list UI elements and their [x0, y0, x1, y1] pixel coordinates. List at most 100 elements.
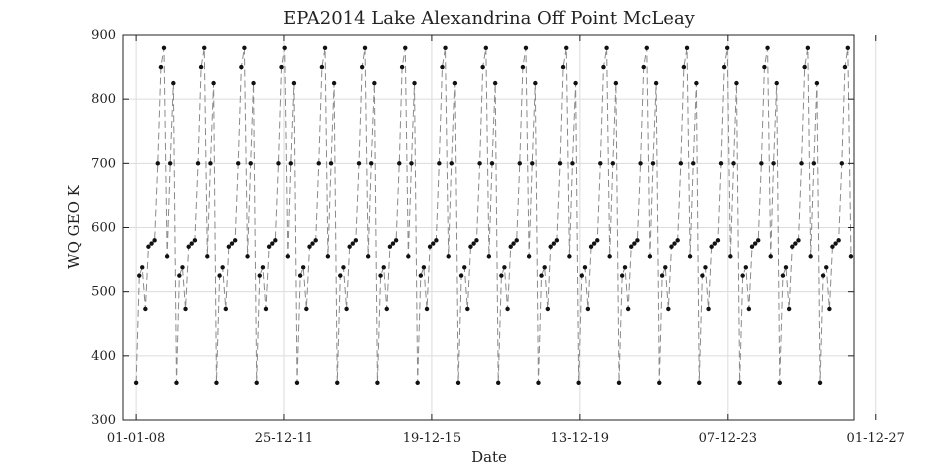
data-point: [300, 265, 306, 270]
data-point: [659, 273, 665, 278]
data-point: [845, 45, 850, 51]
data-point: [369, 161, 374, 166]
data-point: [759, 161, 764, 166]
data-point: [731, 161, 736, 166]
data-point: [526, 254, 532, 259]
data-point: [397, 161, 402, 166]
axis-ticks: 300 400 500 600 700 800 900 01-01-08 25-12-11 19-…: [91, 28, 905, 446]
y-tick-label: 800: [91, 92, 116, 107]
data-point: [551, 241, 557, 246]
data-point: [669, 244, 674, 249]
data-point: [790, 244, 795, 249]
data-point: [824, 265, 829, 270]
data-point: [743, 265, 749, 270]
data-point: [780, 273, 786, 278]
data-point: [226, 244, 232, 249]
data-point: [220, 265, 225, 270]
data-point: [607, 254, 612, 259]
data-point: [508, 244, 513, 249]
data-point: [276, 161, 281, 166]
data-point: [270, 241, 275, 246]
data-point: [715, 238, 721, 243]
data-point: [595, 238, 600, 243]
data-point: [799, 161, 804, 166]
data-point: [610, 161, 616, 166]
data-point: [177, 273, 182, 278]
x-axis-label: Date: [471, 448, 507, 466]
y-axis-label: WQ GEO K: [65, 184, 83, 268]
data-point: [536, 380, 541, 385]
data-point: [585, 306, 591, 312]
data-point: [672, 241, 677, 246]
data-point: [155, 161, 160, 166]
data-point: [756, 238, 761, 243]
data-point: [604, 45, 609, 51]
data-point: [625, 306, 631, 312]
data-point: [749, 244, 755, 249]
data-point: [502, 265, 507, 270]
data-point: [545, 306, 551, 312]
data-point: [297, 273, 303, 278]
data-point: [236, 161, 241, 166]
data-point: [304, 306, 309, 312]
data-point: [579, 273, 584, 278]
data-point: [523, 45, 529, 51]
data-point: [644, 45, 649, 51]
data-point: [737, 380, 742, 385]
data-point: [248, 161, 253, 166]
data-point: [725, 45, 730, 51]
data-point: [721, 64, 727, 70]
data-point: [418, 273, 424, 278]
data-point: [517, 161, 522, 166]
data-point: [205, 254, 210, 259]
data-point: [140, 265, 145, 270]
data-point: [496, 380, 501, 385]
data-point: [365, 254, 371, 259]
data-point: [657, 380, 662, 385]
y-tick-label: 700: [91, 156, 116, 171]
data-point: [567, 254, 572, 259]
data-point: [499, 273, 504, 278]
data-point: [681, 64, 687, 70]
data-point: [254, 380, 259, 385]
data-point: [576, 380, 581, 385]
data-point: [691, 161, 696, 166]
data-point: [446, 254, 451, 259]
data-point: [232, 238, 238, 243]
data-point: [591, 241, 597, 246]
data-point: [189, 241, 194, 246]
data-point: [471, 241, 476, 246]
data-point: [146, 244, 151, 249]
x-tick-label: 19-12-15: [403, 431, 461, 446]
data-point: [675, 238, 680, 243]
chart-title: EPA2014 Lake Alexandrina Off Point McLea…: [283, 8, 696, 29]
data-point: [347, 244, 352, 249]
data-point: [802, 64, 807, 70]
data-point: [387, 244, 393, 249]
data-point: [359, 64, 365, 70]
data-point: [768, 254, 773, 259]
x-tick-label: 13-12-19: [551, 431, 609, 446]
data-point: [434, 238, 439, 243]
data-point: [700, 273, 705, 278]
data-point: [152, 238, 157, 243]
data-point: [601, 64, 606, 70]
data-point: [279, 64, 284, 70]
data-point: [353, 238, 359, 243]
y-tick-label: 900: [91, 28, 116, 43]
data-point: [198, 64, 204, 70]
data-point: [202, 45, 207, 51]
data-point: [263, 306, 269, 312]
data-point: [622, 265, 628, 270]
y-tick-label: 400: [91, 349, 116, 364]
data-point: [403, 45, 408, 51]
data-point: [465, 306, 470, 312]
data-point: [350, 241, 355, 246]
data-point: [836, 238, 841, 243]
data-point: [161, 45, 167, 51]
data-point: [774, 80, 779, 86]
data-point: [449, 161, 454, 166]
data-point: [462, 265, 467, 270]
data-point: [641, 64, 646, 70]
